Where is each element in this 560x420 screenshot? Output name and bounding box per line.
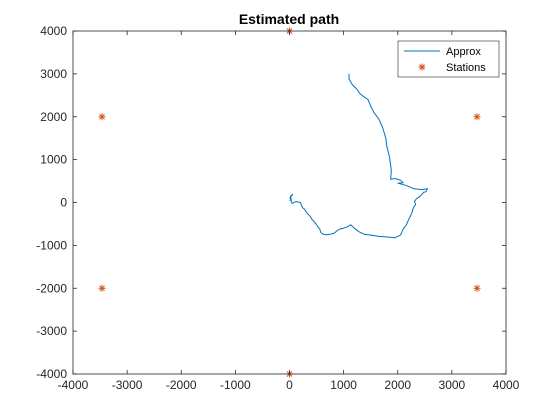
y-tick-label: 3000 (40, 67, 67, 81)
x-tick-label: 1000 (330, 378, 357, 392)
y-tick-label: -4000 (36, 367, 67, 381)
y-tick-label: 4000 (40, 24, 67, 38)
station-marker (473, 113, 481, 121)
legend-swatch-stroke (419, 64, 425, 70)
plot-area (98, 27, 481, 378)
legend: Approx Stations (397, 40, 500, 78)
x-tick-label: -4000 (58, 378, 89, 392)
axes: -4000 -3000 -2000 -1000 0 1000 2000 3000 4000 -40… (36, 24, 519, 392)
y-tick-label: 1000 (40, 153, 67, 167)
legend-label: Stations (446, 62, 486, 74)
y-tick-label: 2000 (40, 110, 67, 124)
station-marker-stroke (99, 285, 105, 292)
y-tick-label: -1000 (36, 238, 67, 252)
chart-title: Estimated path (239, 11, 339, 27)
station-marker-stroke (99, 113, 105, 120)
station-marker (98, 113, 106, 121)
y-tick-label: -3000 (36, 324, 67, 338)
x-tick-label: 3000 (439, 378, 466, 392)
legend-swatch-stations (418, 63, 426, 71)
legend-box (397, 40, 500, 78)
x-tick-label: -2000 (166, 378, 197, 392)
x-tick-label: 0 (286, 378, 293, 392)
x-tick-label: 4000 (493, 378, 520, 392)
y-tick-label: -2000 (36, 281, 67, 295)
station-marker-stroke (474, 285, 480, 292)
x-tick-label: -3000 (112, 378, 143, 392)
x-tick-label: -1000 (220, 378, 251, 392)
station-marker (473, 284, 481, 292)
x-tick-label: 2000 (384, 378, 411, 392)
legend-label: Approx (446, 46, 481, 58)
station-marker-stroke (474, 113, 480, 120)
series-line-approx (289, 73, 428, 239)
station-marker (98, 284, 106, 292)
y-tick-label: 0 (60, 196, 67, 210)
